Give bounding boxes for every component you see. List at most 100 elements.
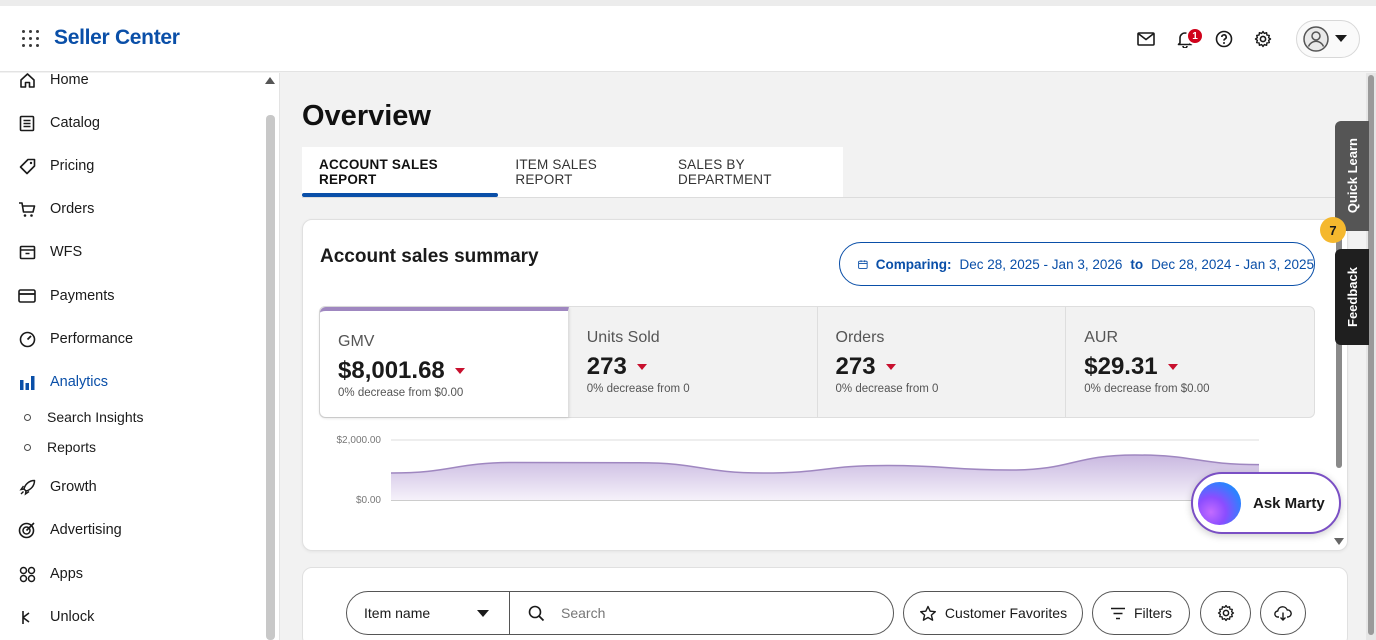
quick-learn-tab[interactable]: Quick Learn <box>1335 121 1369 231</box>
home-icon <box>18 71 36 89</box>
sidebar-item-pricing[interactable]: Pricing <box>18 152 94 180</box>
quick-learn-count-badge: 7 <box>1320 217 1346 243</box>
tab-account-sales-report[interactable]: ACCOUNT SALES REPORT <box>302 147 499 197</box>
select-value: Item name <box>364 605 431 621</box>
sidebar-item-label: Pricing <box>50 158 95 174</box>
quick-learn-label: Quick Learn <box>1344 138 1360 214</box>
sidebar-item-growth[interactable]: Growth <box>18 473 97 501</box>
mail-icon[interactable] <box>1135 28 1157 50</box>
y-tick-label: $2,000.00 <box>337 435 382 446</box>
card-scrollbar-thumb[interactable] <box>1336 228 1342 468</box>
gauge-icon <box>18 330 36 348</box>
metric-aur[interactable]: AUR $29.31 0% decrease from $0.00 <box>1066 307 1314 417</box>
metric-gmv[interactable]: GMV $8,001.68 0% decrease from $0.00 <box>320 307 569 417</box>
sidebar-item-label: Growth <box>50 479 97 495</box>
unlock-icon <box>18 608 36 626</box>
search-field-select[interactable]: Item name <box>346 591 510 635</box>
metric-change: 0% decrease from $0.00 <box>1084 383 1210 395</box>
search-box <box>509 591 894 635</box>
catalog-icon <box>18 114 36 132</box>
metric-value: $29.31 <box>1084 353 1158 380</box>
account-menu-button[interactable] <box>1296 20 1360 58</box>
sidebar: Home Catalog Pricing Orders WFS Payments… <box>0 72 280 640</box>
app-grid-icon[interactable] <box>22 30 40 48</box>
metric-orders[interactable]: Orders 273 0% decrease from 0 <box>818 307 1067 417</box>
sidebar-item-label: Apps <box>50 566 84 582</box>
ask-marty-button[interactable]: Ask Marty <box>1191 472 1341 534</box>
top-bar: Seller Center 1 <box>0 6 1376 72</box>
sidebar-item-label: Performance <box>50 331 134 347</box>
metric-label: AUR <box>1084 329 1119 346</box>
help-icon[interactable] <box>1213 28 1235 50</box>
decrease-arrow-icon <box>1167 364 1178 370</box>
button-label: Filters <box>1133 605 1173 621</box>
metric-label: Units Sold <box>586 329 660 346</box>
metric-change: 0% decrease from 0 <box>835 383 939 395</box>
sidebar-item-home[interactable]: Home <box>18 66 89 94</box>
caret-down-icon <box>477 610 489 617</box>
sidebar-item-wfs[interactable]: WFS <box>18 238 82 266</box>
decrease-arrow-icon <box>885 364 896 370</box>
scroll-down-icon[interactable] <box>1334 538 1344 545</box>
sidebar-item-analytics[interactable]: Analytics <box>18 368 108 396</box>
tab-divider <box>302 197 1364 198</box>
report-tabs: ACCOUNT SALES REPORT ITEM SALES REPORT S… <box>302 147 843 197</box>
main-scrollbar-thumb[interactable] <box>1368 75 1374 635</box>
metric-units-sold[interactable]: Units Sold 273 0% decrease from 0 <box>569 307 818 417</box>
notification-badge: 1 <box>1186 27 1204 45</box>
sidebar-item-performance[interactable]: Performance <box>18 325 133 353</box>
sidebar-item-label: Catalog <box>50 115 100 131</box>
filter-card: Item name Customer Favorites Filters <box>302 567 1348 640</box>
star-icon <box>919 605 936 621</box>
metric-label: Orders <box>835 329 885 346</box>
gear-icon[interactable] <box>1252 28 1274 50</box>
sidebar-subitem-label: Search Insights <box>47 409 144 425</box>
sidebar-item-label: Analytics <box>50 374 109 390</box>
y-tick-label: $0.00 <box>356 495 381 506</box>
compare-range-b: Dec 28, 2024 - Jan 3, 2025 <box>1151 256 1314 272</box>
sidebar-subitem-search-insights[interactable]: Search Insights <box>24 406 144 428</box>
feedback-label: Feedback <box>1344 267 1360 327</box>
sidebar-subitem-reports[interactable]: Reports <box>24 436 96 458</box>
sidebar-item-label: Home <box>50 72 89 88</box>
sidebar-scroll-up-icon[interactable] <box>265 77 275 84</box>
sidebar-subitem-label: Reports <box>47 439 97 455</box>
sidebar-scrollbar[interactable] <box>266 115 275 640</box>
tab-item-sales-report[interactable]: ITEM SALES REPORT <box>515 157 597 187</box>
box-icon <box>18 243 36 261</box>
metric-change: 0% decrease from 0 <box>586 383 690 395</box>
metric-value: $8,001.68 <box>338 357 445 384</box>
decrease-arrow-icon <box>454 368 465 374</box>
metric-value-row: $29.31 <box>1084 353 1314 381</box>
search-input[interactable] <box>561 605 861 621</box>
button-label: Customer Favorites <box>944 605 1068 621</box>
ask-marty-label: Ask Marty <box>1253 494 1325 512</box>
table-settings-button[interactable] <box>1200 591 1251 635</box>
sidebar-item-advertising[interactable]: Advertising <box>18 516 122 544</box>
filter-icon <box>1110 607 1125 619</box>
tag-icon <box>18 157 36 175</box>
download-button[interactable] <box>1260 591 1306 635</box>
sidebar-item-apps[interactable]: Apps <box>18 560 83 588</box>
customer-favorites-button[interactable]: Customer Favorites <box>903 591 1083 635</box>
brand-title[interactable]: Seller Center <box>54 26 180 49</box>
sidebar-item-unlock[interactable]: Unlock <box>18 603 94 631</box>
compare-to: to <box>1130 256 1144 272</box>
assistant-orb-icon <box>1198 481 1241 525</box>
sidebar-item-orders[interactable]: Orders <box>18 195 94 223</box>
feedback-tab[interactable]: Feedback <box>1335 249 1369 345</box>
decrease-arrow-icon <box>636 364 647 370</box>
rocket-icon <box>18 478 36 496</box>
bar-chart-icon <box>18 373 36 391</box>
search-icon <box>528 605 545 621</box>
metric-value-row: 273 <box>836 353 1066 381</box>
sidebar-item-payments[interactable]: Payments <box>18 282 114 310</box>
metrics-row: GMV $8,001.68 0% decrease from $0.00 Uni… <box>319 306 1315 418</box>
tab-sales-by-department[interactable]: SALES BY DEPARTMENT <box>677 157 772 187</box>
cart-icon <box>18 200 36 218</box>
apps-icon <box>18 565 36 583</box>
date-compare-button[interactable]: Comparing: Dec 28, 2025 - Jan 3, 2026 to… <box>839 242 1315 286</box>
calendar-icon <box>858 259 868 269</box>
sidebar-item-catalog[interactable]: Catalog <box>18 109 100 137</box>
filters-button[interactable]: Filters <box>1092 591 1190 635</box>
